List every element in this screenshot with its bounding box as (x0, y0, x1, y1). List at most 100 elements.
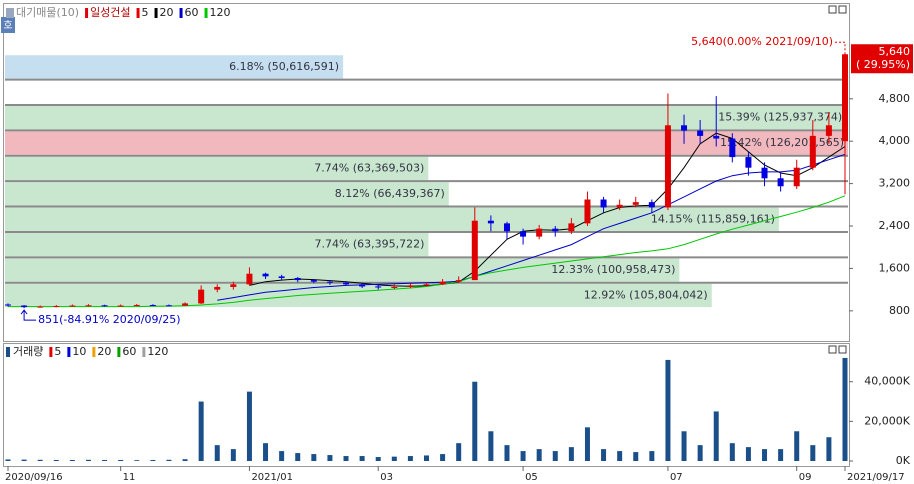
legend-swatch (67, 347, 71, 357)
candle-body (648, 202, 655, 208)
candle-body (439, 281, 446, 285)
candle-body (681, 125, 688, 131)
volume-bar (359, 456, 365, 461)
plot: 800 1,600 2,400 3,200 4,000 4,800 5,640(0.00% … (5, 5, 913, 483)
legend-swatch (117, 347, 121, 357)
legend-icon (6, 8, 14, 18)
price-panel-frame (3, 3, 850, 342)
legend-swatch (154, 8, 158, 18)
volume-bar (681, 431, 687, 461)
legend-swatch (92, 347, 96, 357)
candle-body (503, 223, 510, 232)
candle-body (375, 286, 382, 288)
candle-body (5, 304, 11, 306)
y-tick-label: 4,000 (879, 134, 911, 147)
legend-swatch (204, 8, 208, 18)
candle-body (294, 277, 301, 281)
candle-body (117, 305, 124, 307)
candle-body (326, 281, 333, 283)
candle-body (487, 220, 494, 224)
candle-body (214, 286, 221, 290)
volume-bar (407, 456, 413, 461)
volume-bar (633, 452, 639, 461)
last-price-change: ( 29.95%) (856, 58, 910, 71)
x-tick-label: 2020/09/16 (5, 472, 63, 483)
candle-body (69, 305, 76, 307)
legend-icon (6, 347, 10, 357)
profile-label: 7.74% (63,395,722) (314, 238, 424, 251)
profile-label: 12.33% (100,958,473) (551, 263, 675, 276)
volume-bar (327, 455, 333, 461)
panel-button[interactable] (828, 345, 837, 354)
candle-body (165, 305, 172, 307)
volume-bar (617, 451, 623, 461)
legend-label: 10 (72, 345, 86, 358)
volume-bar (810, 445, 816, 461)
volume-bar (520, 451, 526, 461)
volume-profile: 12.92% (105,804,042) 12.33% (100,958,473)… (5, 55, 848, 308)
candle-body (809, 135, 816, 168)
volume-bar (5, 459, 11, 461)
volume-bar (230, 449, 236, 461)
candle-body (777, 178, 784, 187)
candle-body (37, 306, 44, 308)
legend-label: 일성건설 (90, 5, 130, 19)
legend-swatch (49, 347, 53, 357)
legend-swatch (85, 8, 89, 18)
candle-body (761, 167, 768, 179)
volume-bar (424, 455, 429, 461)
x-tick-label: 07 (670, 472, 683, 483)
panel-button[interactable] (838, 5, 847, 14)
volume-bar (745, 447, 751, 461)
volume-bar (279, 451, 285, 461)
toolbar-button[interactable] (1, 17, 15, 33)
y-tick-label: 2,400 (879, 219, 911, 232)
panel-button[interactable] (828, 5, 837, 14)
volume-bar (53, 460, 59, 461)
last-price-tag (851, 44, 913, 74)
legend-label: 거래량 (13, 345, 43, 358)
annotation: 5,640(0.00% 2021/09/10) (691, 35, 833, 48)
candle-body (53, 306, 60, 308)
volume-bar (697, 445, 703, 461)
panel-button[interactable] (838, 345, 847, 354)
volume-bar (778, 449, 784, 461)
legend-label: 60 (122, 345, 136, 358)
profile-label: 14.15% (115,859,161) (651, 212, 775, 225)
legend-label: 60 (185, 6, 199, 19)
volume-bar (198, 401, 204, 461)
candle-body (842, 54, 848, 142)
candle-body (471, 220, 478, 281)
volume-bar (263, 443, 269, 461)
volume-bar (536, 449, 542, 461)
volume-bar (456, 443, 462, 461)
volume-bar (118, 460, 124, 461)
legend-label: 5 (142, 6, 149, 19)
volume-bar (182, 459, 188, 461)
y-tick-label: 0K (896, 454, 911, 467)
candle-body (745, 157, 752, 168)
y-tick-label: 800 (889, 304, 910, 317)
candle-body (568, 223, 575, 232)
volume-bar (762, 449, 768, 461)
volume-bar (391, 456, 397, 461)
candle-body (310, 280, 317, 282)
volume-bar (343, 456, 349, 461)
candle-body (133, 305, 140, 307)
legend-swatch (136, 8, 140, 18)
candle-body (584, 199, 591, 224)
volume-bar (150, 460, 156, 461)
moving-average (249, 132, 846, 287)
volume-bar (649, 451, 655, 461)
candle-body (343, 282, 350, 285)
volume-bar (311, 454, 317, 461)
candle-body (85, 305, 92, 307)
volume-bar (842, 357, 848, 461)
profile-bar (5, 232, 429, 257)
toolbar-label[interactable]: 호 (3, 20, 12, 32)
profile-bar (5, 105, 847, 130)
candle-body (21, 305, 28, 308)
candle-body (149, 305, 156, 307)
volume-bar (504, 445, 510, 461)
volume-bar (214, 445, 220, 461)
